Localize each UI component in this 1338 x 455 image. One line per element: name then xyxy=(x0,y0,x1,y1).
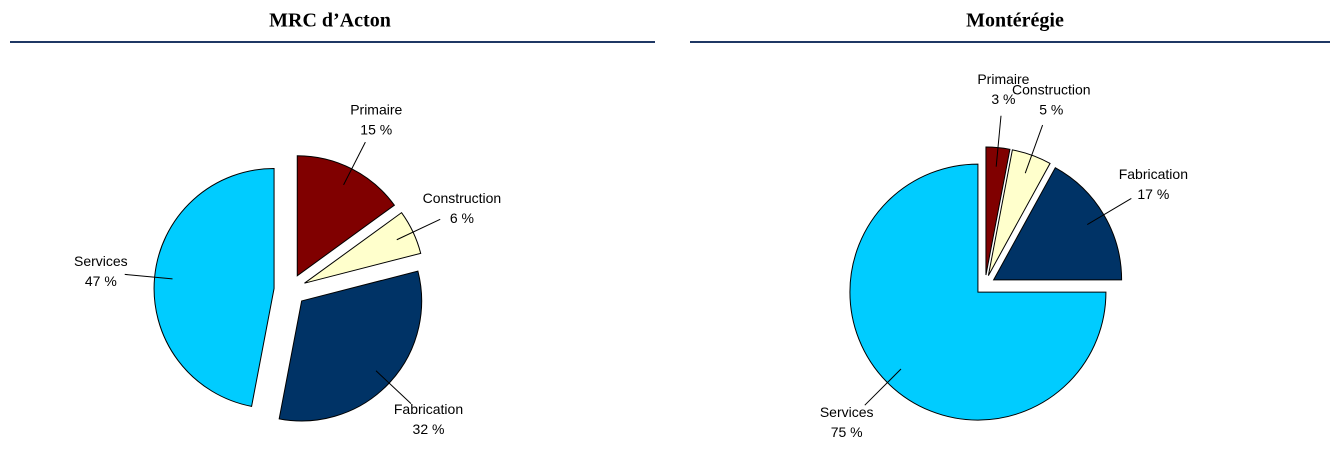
slice-value-label: 6 % xyxy=(450,210,474,226)
leader-line xyxy=(864,368,902,406)
slice-value-label: 17 % xyxy=(1137,186,1169,202)
leader-line xyxy=(124,273,173,280)
slice-value-label: 75 % xyxy=(831,424,863,440)
slice-category: Fabrication xyxy=(394,401,463,417)
leader-line xyxy=(396,218,441,241)
leader-line xyxy=(375,370,412,404)
leader-line xyxy=(343,141,366,186)
chart-title: MRC d’Acton xyxy=(269,10,391,32)
chart-title: Montérégie xyxy=(966,10,1064,32)
pie-slice xyxy=(153,167,275,407)
slice-category: Construction xyxy=(423,190,502,206)
slice-category: Services xyxy=(820,404,874,420)
slice-category: Primaire xyxy=(977,71,1029,87)
slice-value-label: 32 % xyxy=(413,421,445,437)
slice-value-label: 3 % xyxy=(991,91,1015,107)
slice-category: Fabrication xyxy=(1119,166,1188,182)
pie-slice xyxy=(278,270,423,422)
slice-value-label: 15 % xyxy=(360,121,392,137)
leader-line xyxy=(1024,124,1044,174)
slice-category: Construction xyxy=(1012,82,1091,98)
leader-line xyxy=(1087,198,1132,225)
slice-category: Primaire xyxy=(350,101,402,117)
slice-value-label: 5 % xyxy=(1039,102,1063,118)
leader-line xyxy=(995,115,1002,167)
slice-value-label: 47 % xyxy=(85,273,117,289)
slice-category: Services xyxy=(74,253,128,269)
